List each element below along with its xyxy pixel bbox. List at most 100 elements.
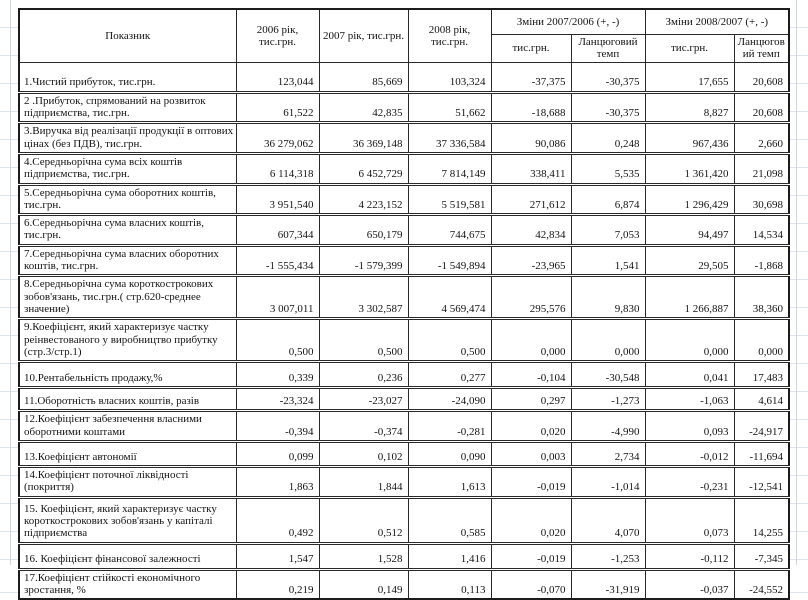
value-cell: 37 336,584 — [407, 121, 492, 154]
row-label: 7.Середньорічна сума власних оборотних к… — [18, 243, 237, 277]
value-cell: 1,613 — [407, 464, 492, 498]
value-cell: 123,044 — [235, 61, 320, 93]
value-cell: 3 302,587 — [318, 274, 409, 320]
row-label: 2 .Прибуток, спрямований на розвиток під… — [18, 90, 237, 124]
value-cell: 1,844 — [318, 464, 409, 498]
header-change2-chain-rate: Ланцюговий темп — [733, 34, 790, 63]
header-change1-chain-rate: Ланцюговий темп — [570, 34, 646, 63]
value-cell: 17,655 — [644, 61, 735, 93]
value-cell: -31,919 — [570, 567, 646, 600]
value-cell: 4,614 — [733, 386, 790, 412]
table-row: 17.Коефіцієнт стійкості економічного зро… — [18, 567, 790, 600]
value-cell: -0,019 — [490, 541, 572, 570]
table-row: 14.Коефіцієнт поточної ліквідності (покр… — [18, 464, 790, 498]
value-cell: 295,576 — [490, 274, 572, 320]
value-cell: 29,505 — [644, 243, 735, 277]
value-cell: 0,339 — [235, 360, 320, 389]
value-cell: 271,612 — [490, 182, 572, 216]
value-cell: 5,535 — [570, 151, 646, 185]
row-label: 1.Чистий прибуток, тис.грн. — [18, 61, 237, 93]
value-cell: -0,037 — [644, 567, 735, 600]
value-cell: 5 519,581 — [407, 182, 492, 216]
table-row: 4.Середньорічна сума всіх коштів підприє… — [18, 151, 790, 185]
value-cell: 42,835 — [318, 90, 409, 124]
value-cell: -0,394 — [235, 409, 320, 442]
value-cell: 0,041 — [644, 360, 735, 389]
header-row-groups: Показник 2006 рік, тис.грн. 2007 рік, ти… — [18, 8, 790, 63]
table-row: 16. Коефіцієнт фінансової залежності 1,54… — [18, 541, 790, 570]
value-cell: 0,500 — [318, 317, 409, 363]
row-label: 9.Коефіцієнт, який характеризує частку р… — [18, 317, 237, 363]
header-year-2008: 2008 рік, тис.грн. — [407, 8, 492, 63]
row-label: 3.Виручка від реалізації продукції в опт… — [18, 121, 237, 154]
row-label: 4.Середньорічна сума всіх коштів підприє… — [18, 151, 237, 185]
value-cell: 0,500 — [407, 317, 492, 363]
value-cell: 2,660 — [733, 121, 790, 154]
value-cell: -0,112 — [644, 541, 735, 570]
row-label: 8.Середньорічна сума короткострокових зо… — [18, 274, 237, 320]
value-cell: 0,297 — [490, 386, 572, 412]
value-cell: -0,070 — [490, 567, 572, 600]
value-cell: 0,219 — [235, 567, 320, 600]
value-cell: 36 369,148 — [318, 121, 409, 154]
table-row: 9.Коефіцієнт, який характеризує частку р… — [18, 317, 790, 363]
value-cell: 0,585 — [407, 495, 492, 544]
value-cell: 6 114,318 — [235, 151, 320, 185]
value-cell: 1,547 — [235, 541, 320, 570]
value-cell: 3 951,540 — [235, 182, 320, 216]
value-cell: 0,000 — [570, 317, 646, 363]
value-cell: 0,149 — [318, 567, 409, 600]
value-cell: 30,698 — [733, 182, 790, 216]
value-cell: 1,416 — [407, 541, 492, 570]
value-cell: 0,073 — [644, 495, 735, 544]
value-cell: 6 452,729 — [318, 151, 409, 185]
header-change-2008-2007: Зміни 2008/2007 (+, -) — [644, 8, 790, 35]
value-cell: -11,694 — [733, 439, 790, 467]
table-row: 15. Коефіцієнт, який характеризує частку… — [18, 495, 790, 544]
row-label: 17.Коефіцієнт стійкості економічного зро… — [18, 567, 237, 600]
value-cell: -30,548 — [570, 360, 646, 389]
table-row: 5.Середньорічна сума оборотних коштів, т… — [18, 182, 790, 216]
value-cell: 0,500 — [235, 317, 320, 363]
value-cell: 38,360 — [733, 274, 790, 320]
value-cell: 61,522 — [235, 90, 320, 124]
value-cell: 0,003 — [490, 439, 572, 467]
row-label: 11.Оборотність власних коштів, разів — [18, 386, 237, 412]
value-cell: -23,324 — [235, 386, 320, 412]
value-cell: 1,528 — [318, 541, 409, 570]
value-cell: -24,552 — [733, 567, 790, 600]
row-label: 12.Коефіцієнт забезпечення власними обор… — [18, 409, 237, 442]
value-cell: -1,253 — [570, 541, 646, 570]
value-cell: 0,099 — [235, 439, 320, 467]
value-cell: -0,019 — [490, 464, 572, 498]
header-year-2007: 2007 рік, тис.грн. — [318, 8, 409, 63]
table-row: 12.Коефіцієнт забезпечення власними обор… — [18, 409, 790, 442]
value-cell: -0,104 — [490, 360, 572, 389]
value-cell: 4,070 — [570, 495, 646, 544]
header-year-2006: 2006 рік, тис.грн. — [235, 8, 320, 63]
value-cell: 0,000 — [733, 317, 790, 363]
table-row: 1.Чистий прибуток, тис.грн. 123,044 85,669… — [18, 61, 790, 93]
value-cell: 0,277 — [407, 360, 492, 389]
header-indicator: Показник — [18, 8, 237, 63]
value-cell: -0,012 — [644, 439, 735, 467]
value-cell: 650,179 — [318, 213, 409, 246]
table-row: 13.Коефіцієнт автономії 0,099 0,102 0,090 0,… — [18, 439, 790, 467]
value-cell: 1 296,429 — [644, 182, 735, 216]
financial-indicators-table: Показник 2006 рік, тис.грн. 2007 рік, ти… — [18, 8, 790, 600]
row-label: 15. Коефіцієнт, який характеризує частку… — [18, 495, 237, 544]
header-change-2007-2006: Зміни 2007/2006 (+, -) — [490, 8, 646, 35]
value-cell: -23,027 — [318, 386, 409, 412]
value-cell: 7 814,149 — [407, 151, 492, 185]
value-cell: 8,827 — [644, 90, 735, 124]
value-cell: 0,020 — [490, 495, 572, 544]
value-cell: 0,248 — [570, 121, 646, 154]
header-change1-thousands: тис.грн. — [490, 34, 572, 63]
value-cell: 0,492 — [235, 495, 320, 544]
value-cell: 90,086 — [490, 121, 572, 154]
value-cell: 0,102 — [318, 439, 409, 467]
table-row: 3.Виручка від реалізації продукції в опт… — [18, 121, 790, 154]
value-cell: 7,053 — [570, 213, 646, 246]
row-label: 16. Коефіцієнт фінансової залежності — [18, 541, 237, 570]
value-cell: -12,541 — [733, 464, 790, 498]
